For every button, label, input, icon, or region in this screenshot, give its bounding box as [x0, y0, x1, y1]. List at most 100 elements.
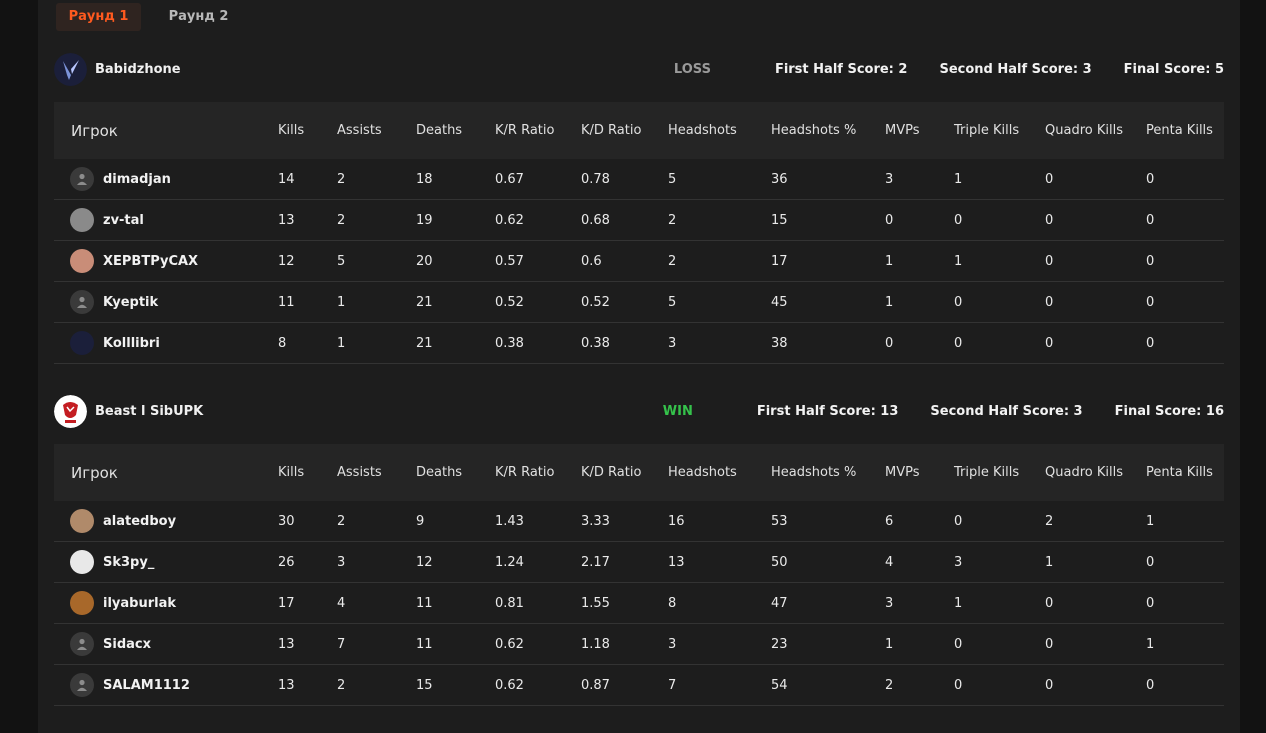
second-half-score: Second Half Score: 3	[939, 62, 1092, 77]
assists-cell: 3	[337, 541, 416, 583]
player-name-link[interactable]: Kyeptik	[103, 294, 159, 310]
kd-ratio-cell: 2.17	[581, 541, 668, 583]
assists-cell: 4	[337, 582, 416, 624]
player-cell: Sk3py_	[54, 541, 278, 583]
table-row: Sidacx 13 7 11 0.62 1.18 3 23 1 0 0 1	[54, 623, 1224, 665]
lion-photo-avatar[interactable]	[70, 591, 94, 615]
player-cell: dimadjan	[54, 159, 278, 200]
final-score: Final Score: 5	[1123, 62, 1224, 77]
column-header-kills: Kills	[278, 464, 305, 480]
kr-ratio-cell: 0.62	[495, 664, 581, 706]
team-header: Babidzhone LOSS First Half Score: 2 Seco…	[54, 52, 1224, 88]
mvps-cell: 0	[885, 199, 954, 241]
deaths-cell: 11	[416, 623, 495, 665]
column-header-quadro-kills: Quadro Kills	[1045, 122, 1123, 138]
player-name-link[interactable]: Sk3py_	[103, 554, 155, 570]
headshots-cell: 7	[668, 664, 771, 706]
player-name-link[interactable]: ilyaburlak	[103, 595, 177, 611]
default-avatar-icon[interactable]	[70, 167, 94, 191]
deaths-cell: 21	[416, 281, 495, 323]
column-header-deaths: Deaths	[416, 122, 463, 138]
player-name-link[interactable]: SALAM1112	[103, 677, 190, 693]
table-header-row: Игрок Kills Assists Deaths K/R Ratio K/D Rati…	[54, 444, 1224, 501]
second-half-score: Second Half Score: 3	[930, 404, 1083, 419]
table-row: ilyaburlak 17 4 11 0.81 1.55 8 47 3 1 0 0	[54, 582, 1224, 624]
kills-cell: 11	[278, 281, 337, 323]
triple-kills-cell: 1	[954, 582, 1045, 624]
deaths-cell: 18	[416, 159, 495, 200]
player-cell: SALAM1112	[54, 664, 278, 706]
team-logo-icon	[54, 53, 87, 86]
assists-cell: 1	[337, 322, 416, 364]
player-name-link[interactable]: alatedboy	[103, 513, 177, 529]
headshots-cell: 5	[668, 281, 771, 323]
player-name-link[interactable]: Sidacx	[103, 636, 151, 652]
player-cell: Kolllibri	[54, 322, 278, 364]
penta-kills-cell: 0	[1146, 240, 1224, 282]
triple-kills-cell: 3	[954, 541, 1045, 583]
kills-cell: 26	[278, 541, 337, 583]
column-header-penta-kills: Penta Kills	[1146, 464, 1213, 480]
table-row: Sk3py_ 26 3 12 1.24 2.17 13 50 4 3 1 0	[54, 541, 1224, 583]
kd-ratio-cell: 0.78	[581, 159, 668, 200]
player-cell: Sidacx	[54, 623, 278, 665]
kd-ratio-cell: 0.6	[581, 240, 668, 282]
team-section: Babidzhone LOSS First Half Score: 2 Seco…	[54, 52, 1224, 364]
column-header-quadro-kills: Quadro Kills	[1045, 464, 1123, 480]
table-row: Kyeptik 11 1 21 0.52 0.52 5 45 1 0 0 0	[54, 281, 1224, 323]
column-header-penta-kills: Penta Kills	[1146, 122, 1213, 138]
column-header-kills: Kills	[278, 122, 305, 138]
quadro-kills-cell: 0	[1045, 199, 1146, 241]
kr-ratio-cell: 0.57	[495, 240, 581, 282]
default-avatar-icon[interactable]	[70, 673, 94, 697]
penta-kills-cell: 0	[1146, 582, 1224, 624]
dog-photo-avatar[interactable]	[70, 509, 94, 533]
headshots-cell: 8	[668, 582, 771, 624]
player-stats-table: Игрок Kills Assists Deaths K/R Ratio K/D Rati…	[54, 444, 1224, 706]
penta-kills-cell: 0	[1146, 664, 1224, 706]
default-avatar-icon[interactable]	[70, 632, 94, 656]
default-avatar-icon[interactable]	[70, 290, 94, 314]
player-name-link[interactable]: dimadjan	[103, 171, 171, 187]
mvps-cell: 4	[885, 541, 954, 583]
tab-round-2[interactable]: Раунд 2	[168, 9, 229, 24]
player-name-link[interactable]: Kolllibri	[103, 335, 160, 351]
tab-round-1[interactable]: Раунд 1	[56, 3, 141, 31]
table-row: alatedboy 30 2 9 1.43 3.33 16 53 6 0 2 1	[54, 501, 1224, 542]
headshots-cell: 16	[668, 501, 771, 542]
player-name-link[interactable]: XEPBTPyCAX	[103, 253, 199, 269]
triple-kills-cell: 0	[954, 281, 1045, 323]
kills-cell: 30	[278, 501, 337, 542]
column-header-assists: Assists	[337, 464, 382, 480]
player-name-link[interactable]: zv-tal	[103, 212, 144, 228]
bw-photo-avatar[interactable]	[70, 550, 94, 574]
kills-cell: 13	[278, 623, 337, 665]
kd-ratio-cell: 3.33	[581, 501, 668, 542]
gray-photo-avatar[interactable]	[70, 208, 94, 232]
table-body: alatedboy 30 2 9 1.43 3.33 16 53 6 0 2 1 Sk3py_ 26 3 12…	[54, 501, 1224, 706]
triple-kills-cell: 1	[954, 159, 1045, 200]
headshots-pct-cell: 50	[771, 541, 885, 583]
headshots-pct-cell: 45	[771, 281, 885, 323]
penta-kills-cell: 0	[1146, 159, 1224, 200]
team-logo-avatar[interactable]	[70, 331, 94, 355]
face-photo-avatar[interactable]	[70, 249, 94, 273]
team-header: Beast l SibUPK WIN First Half Score: 13 …	[54, 394, 1224, 430]
kd-ratio-cell: 1.18	[581, 623, 668, 665]
team-section: Beast l SibUPK WIN First Half Score: 13 …	[54, 394, 1224, 706]
player-cell: Kyeptik	[54, 281, 278, 323]
headshots-pct-cell: 38	[771, 322, 885, 364]
score-line: WIN First Half Score: 13 Second Half Sco…	[663, 404, 1224, 419]
kd-ratio-cell: 0.68	[581, 199, 668, 241]
kr-ratio-cell: 0.38	[495, 322, 581, 364]
kd-ratio-cell: 0.38	[581, 322, 668, 364]
quadro-kills-cell: 2	[1045, 501, 1146, 542]
table-body: dimadjan 14 2 18 0.67 0.78 5 36 3 1 0 0 zv-tal 13 2 19 0…	[54, 159, 1224, 364]
kr-ratio-cell: 0.52	[495, 281, 581, 323]
kr-ratio-cell: 0.81	[495, 582, 581, 624]
headshots-cell: 2	[668, 199, 771, 241]
mvps-cell: 1	[885, 281, 954, 323]
penta-kills-cell: 0	[1146, 281, 1224, 323]
player-cell: zv-tal	[54, 199, 278, 241]
kd-ratio-cell: 0.52	[581, 281, 668, 323]
